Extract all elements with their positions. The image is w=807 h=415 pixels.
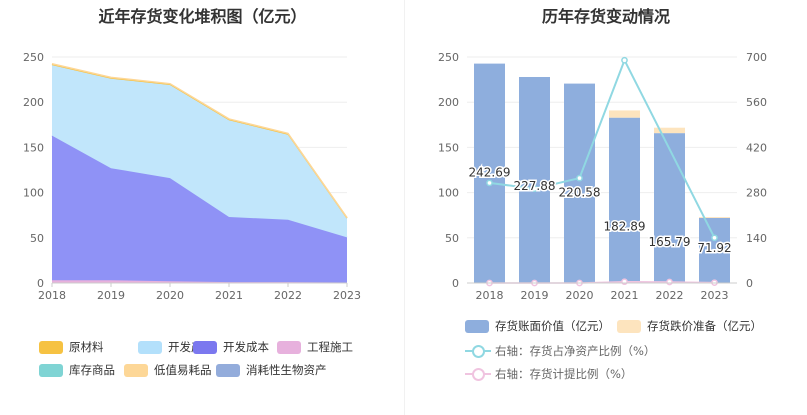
y-tick-label: 50: [30, 232, 44, 245]
y2-tick-label: 700: [746, 51, 767, 64]
legend-swatch: [193, 340, 217, 354]
legend-swatch: [277, 340, 301, 354]
x-tick-label: 2019: [521, 289, 549, 302]
legend-swatch: [216, 363, 240, 377]
bar-impairment: [654, 127, 685, 134]
y-tick-label: 200: [438, 96, 459, 109]
legend-item[interactable]: 右轴：存货占净资产比例（%）: [465, 343, 655, 359]
x-tick-label: 2019: [97, 289, 125, 302]
legend-item[interactable]: 低值易耗品: [124, 362, 212, 378]
y2-tick-label: 0: [746, 277, 753, 290]
legend-swatch: [465, 319, 489, 333]
stacked-area-chart: 0 50 100 150 200 250 2018 2019 2020 2021 2022 2023: [23, 51, 361, 302]
legend-item[interactable]: 存货跌价准备（亿元）: [617, 318, 762, 334]
inventory-bar-line-chart: 0 50 100 150 200 250 0 140 280 420 560 700 242.69227…: [438, 51, 767, 302]
bar-book-value: [699, 217, 730, 283]
legend-label: 库存商品: [69, 363, 115, 377]
legend-label: 低值易耗品: [154, 363, 212, 377]
y-tick-label: 100: [23, 187, 44, 200]
left-chart-title: 近年存货变化堆积图（亿元）: [98, 7, 307, 26]
y-tick-label: 0: [452, 277, 459, 290]
legend-swatch: [39, 340, 63, 354]
y-tick-label: 250: [23, 51, 44, 64]
legend-label: 工程施工: [307, 340, 353, 354]
y-tick-label: 150: [23, 141, 44, 154]
bar-book-value: [474, 63, 505, 283]
legend-item[interactable]: 原材料: [39, 339, 104, 355]
legend-swatch: [138, 340, 162, 354]
legend-marker: [472, 345, 485, 358]
x-tick-label: 2022: [274, 289, 302, 302]
legend-marker: [472, 368, 485, 381]
y2-tick-label: 420: [746, 141, 767, 154]
data-label: 242.69: [469, 166, 511, 180]
y2-tick-label: 140: [746, 232, 767, 245]
y-tick-label: 50: [445, 232, 459, 245]
legend-item[interactable]: 右轴：存货计提比例（%）: [465, 366, 632, 382]
bar-book-value: [564, 83, 595, 284]
data-label: 220.58: [559, 186, 601, 200]
legend-item[interactable]: 存货账面价值（亿元）: [465, 318, 610, 334]
legend-label: 存货账面价值（亿元）: [495, 319, 610, 333]
x-tick-label: 2018: [476, 289, 504, 302]
left-chart-panel: 近年存货变化堆积图（亿元） 0 50 100 150 200 250 2018 2019 202…: [23, 7, 361, 378]
legend-label: 右轴：存货占净资产比例（%）: [495, 344, 656, 358]
data-label: 182.89: [604, 220, 646, 234]
x-tick-label: 2020: [156, 289, 184, 302]
x-tick-label: 2023: [701, 289, 729, 302]
provision-ratio-point: [621, 278, 628, 286]
legend-label: 消耗性生物资产: [246, 363, 327, 377]
y-tick-label: 250: [438, 51, 459, 64]
net-asset-ratio-point: [531, 185, 538, 193]
x-tick-label: 2022: [656, 289, 684, 302]
legend-item[interactable]: 库存商品: [39, 362, 115, 378]
net-asset-ratio-point: [621, 56, 628, 64]
y-tick-label: 0: [37, 277, 44, 290]
y-tick-label: 150: [438, 141, 459, 154]
data-label: 71.92: [697, 241, 731, 255]
legend-item[interactable]: 工程施工: [277, 339, 353, 355]
net-asset-ratio-point: [576, 174, 583, 182]
legend-label: 右轴：存货计提比例（%）: [495, 367, 633, 381]
bar-book-value: [519, 76, 550, 283]
y2-tick-label: 560: [746, 96, 767, 109]
area-line-低值易耗品: [51, 63, 348, 219]
provision-ratio-point: [666, 278, 673, 286]
legend-label: 存货跌价准备（亿元）: [647, 319, 762, 333]
panel-divider: [404, 0, 405, 415]
legend-item[interactable]: 消耗性生物资产: [216, 362, 327, 378]
bar-impairment: [609, 110, 640, 118]
net-asset-ratio-point: [486, 179, 493, 187]
x-tick-label: 2020: [566, 289, 594, 302]
legend-label: 开发成本: [223, 340, 269, 354]
legend-swatch: [465, 344, 491, 358]
legend-swatch: [465, 367, 491, 381]
bar-book-value: [654, 133, 685, 283]
legend-item[interactable]: 开发成本: [193, 339, 269, 355]
bar-book-value: [609, 117, 640, 283]
legend-swatch: [124, 363, 148, 377]
x-tick-label: 2018: [38, 289, 66, 302]
net-asset-ratio-point: [711, 234, 718, 242]
area-开发成本: [52, 135, 347, 283]
data-label: 227.88: [514, 179, 556, 193]
x-tick-label: 2021: [215, 289, 243, 302]
x-tick-label: 2023: [333, 289, 361, 302]
legend-label: 原材料: [69, 340, 104, 354]
data-label: 165.79: [649, 235, 691, 249]
legend-swatch: [617, 319, 641, 333]
right-chart-panel: 历年存货变动情况 0 50 100 150 200 250 0 140 280 420 560 700…: [405, 0, 807, 415]
legend-swatch: [39, 363, 63, 377]
right-chart-title: 历年存货变动情况: [541, 7, 670, 26]
y-tick-label: 200: [23, 96, 44, 109]
bar-impairment: [699, 217, 730, 218]
area-开发产品: [52, 65, 347, 238]
x-tick-label: 2021: [611, 289, 639, 302]
y2-tick-label: 280: [746, 187, 767, 200]
y-tick-label: 100: [438, 187, 459, 200]
